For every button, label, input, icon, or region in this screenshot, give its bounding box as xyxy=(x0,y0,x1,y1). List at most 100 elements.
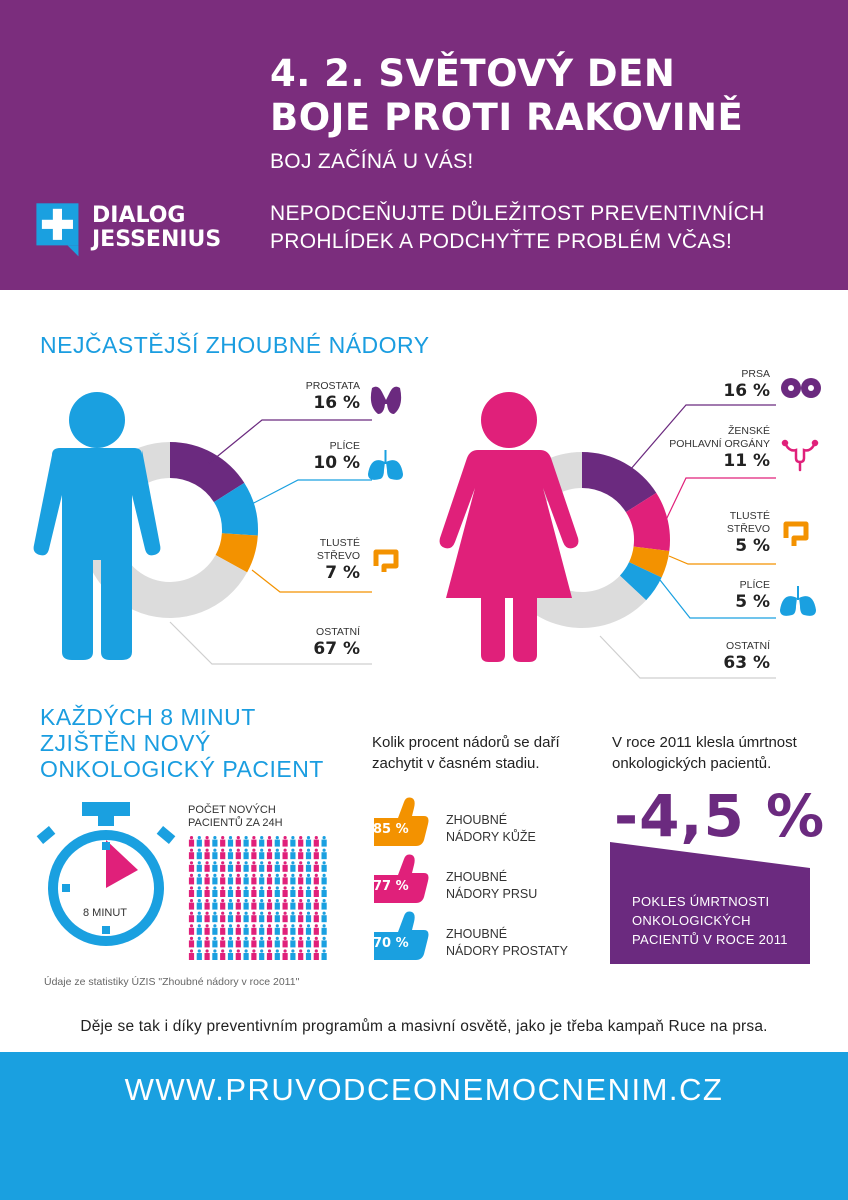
label-zenske: ŽENSKÉ POHLAVNÍ ORGÁNY 11 % xyxy=(620,425,770,471)
person-icon xyxy=(266,936,273,948)
person-icon xyxy=(305,899,312,910)
category-label: PRSA xyxy=(741,368,770,380)
donut-slice-tlusté-střevo xyxy=(629,546,670,578)
uterus-icon xyxy=(781,439,819,472)
person-icon xyxy=(251,848,257,860)
person-icon xyxy=(227,936,234,948)
person-icon xyxy=(290,949,296,960)
person-icon xyxy=(282,899,288,910)
stopwatch-icon xyxy=(36,802,176,946)
person-icon xyxy=(204,886,210,897)
website-link[interactable]: WWW.PRUVODCEONEMOCNENIM.CZ xyxy=(124,1072,724,1107)
person-icon xyxy=(227,911,234,923)
person-icon xyxy=(204,861,210,872)
person-icon xyxy=(212,911,218,923)
person-icon xyxy=(235,949,241,960)
donut-slice-plíce xyxy=(619,562,662,601)
person-icon xyxy=(251,899,257,910)
person-icon xyxy=(282,836,288,847)
detection-label: ZHOUBNÉ NÁDORY KŮŽE xyxy=(446,812,536,846)
header-banner xyxy=(0,0,848,290)
person-icon xyxy=(274,873,280,885)
detection-percent: 70 % xyxy=(373,936,409,951)
person-icon xyxy=(220,848,226,860)
person-icon xyxy=(274,836,280,847)
person-icon xyxy=(259,836,265,847)
person-icon xyxy=(313,873,319,885)
person-icon xyxy=(274,911,280,923)
person-icon xyxy=(290,924,296,935)
person-icon xyxy=(313,911,319,923)
person-icon xyxy=(321,836,327,847)
person-icon xyxy=(196,836,202,847)
person-icon xyxy=(321,949,327,960)
person-icon xyxy=(290,911,296,923)
person-icon xyxy=(251,936,257,948)
person-icon xyxy=(321,861,327,872)
connector-line xyxy=(169,621,372,665)
label-plice-men: PLÍCE 10 % xyxy=(260,440,360,473)
donut-slice-ženské-pohlavní-orgány xyxy=(625,492,670,552)
person-icon xyxy=(204,949,210,960)
person-icon xyxy=(196,936,202,948)
person-icon xyxy=(243,911,249,923)
mortality-line: onkologických pacientů. xyxy=(612,755,772,772)
label-ostatni-men: OSTATNÍ 67 % xyxy=(260,626,360,659)
person-icon xyxy=(220,861,226,872)
person-icon xyxy=(290,873,296,885)
title-line: ONKOLOGICKÝ PACIENT xyxy=(40,756,324,782)
percent-value: 16 % xyxy=(723,381,770,401)
subtitle: BOJ ZAČÍNÁ U VÁS! xyxy=(270,150,474,173)
person-icon xyxy=(313,949,319,960)
message-line-1: NEPODCEŇUJTE DŮLEŽITOST PREVENTIVNÍCH xyxy=(270,202,765,225)
box-line: POKLES ÚMRTNOSTI xyxy=(632,894,770,909)
person-icon xyxy=(243,848,249,860)
person-icon xyxy=(305,911,312,923)
label-streve-men: TLUSTÉ STŘEVO 7 % xyxy=(260,537,360,583)
person-icon xyxy=(321,899,327,910)
person-icon xyxy=(188,911,195,923)
person-icon xyxy=(220,836,226,847)
person-icon xyxy=(305,873,312,885)
person-icon xyxy=(321,886,327,897)
person-icon xyxy=(305,861,312,872)
category-label: POHLAVNÍ ORGÁNY xyxy=(669,438,770,450)
title-line: ZJIŠTĚN NOVÝ xyxy=(40,730,211,756)
person-icon xyxy=(313,848,319,860)
donut-slice-prostata xyxy=(170,442,245,503)
detection-label-line: NÁDORY PRSU xyxy=(446,887,538,901)
footer-banner xyxy=(0,1052,848,1200)
person-icon xyxy=(243,949,249,960)
logo-line-2: JESSENIUS xyxy=(92,227,222,252)
person-icon xyxy=(235,848,241,860)
person-icon xyxy=(212,924,218,935)
label-streve-women: TLUSTÉ STŘEVO 5 % xyxy=(620,510,770,556)
connector-line xyxy=(668,555,776,565)
person-icon xyxy=(196,911,202,923)
category-label: PLÍCE xyxy=(329,440,360,452)
person-icon xyxy=(188,873,195,885)
people-label-line: POČET NOVÝCH xyxy=(188,804,276,816)
person-icon xyxy=(188,899,195,910)
person-icon xyxy=(313,886,319,897)
logo-mark xyxy=(36,203,79,257)
person-icon xyxy=(227,836,234,847)
person-icon xyxy=(298,924,304,935)
person-icon xyxy=(235,924,241,935)
person-icon xyxy=(227,924,234,935)
percent-value: 67 % xyxy=(313,639,360,659)
person-icon xyxy=(235,886,241,897)
prostate-icon xyxy=(370,386,402,414)
person-icon xyxy=(305,848,312,860)
people-grid xyxy=(188,836,327,960)
section-title-tumors: NEJČASTĚJŠÍ ZHOUBNÉ NÁDORY xyxy=(40,332,430,358)
percent-value: 5 % xyxy=(735,536,770,556)
person-icon xyxy=(212,949,218,960)
person-icon xyxy=(266,861,273,872)
person-icon xyxy=(220,886,226,897)
person-icon xyxy=(251,836,257,847)
person-icon xyxy=(220,911,226,923)
person-icon xyxy=(298,936,304,948)
person-icon xyxy=(298,873,304,885)
person-icon xyxy=(290,936,296,948)
